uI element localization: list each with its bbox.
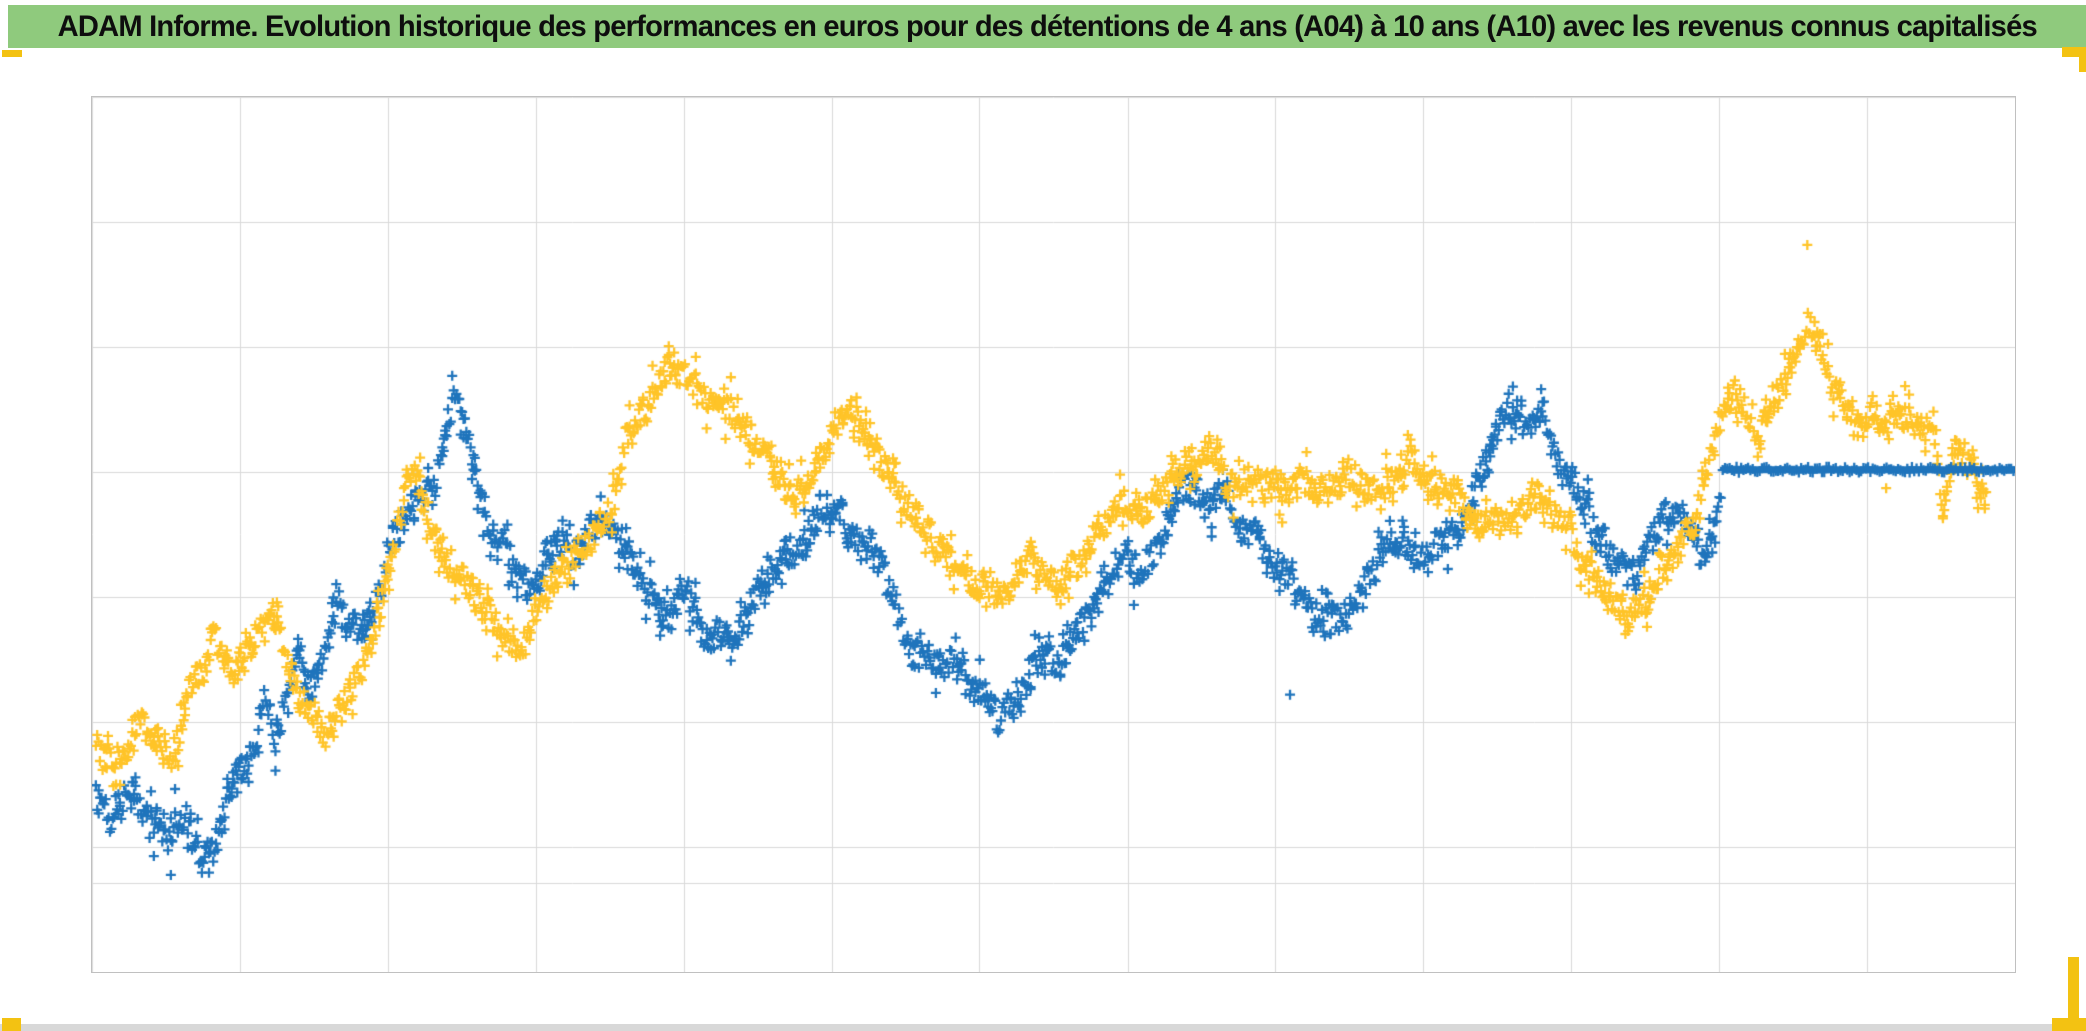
page-title: ADAM Informe. Evolution historique des p… (57, 9, 2037, 43)
bottom-divider-bar (0, 1024, 2086, 1031)
scatter-chart-canvas (92, 97, 2015, 972)
accent-dash-top-left (2, 50, 22, 57)
plot-area (91, 96, 2016, 973)
accent-corner-top-right-h (2062, 47, 2086, 57)
accent-corner-bottom-right-foot (2052, 1018, 2086, 1031)
title-bar: ADAM Informe. Evolution historique des p… (8, 5, 2086, 48)
accent-square-bottom-left (2, 1018, 21, 1031)
accent-corner-top-right-v (2079, 47, 2086, 72)
accent-corner-bottom-right-v (2068, 957, 2079, 1019)
